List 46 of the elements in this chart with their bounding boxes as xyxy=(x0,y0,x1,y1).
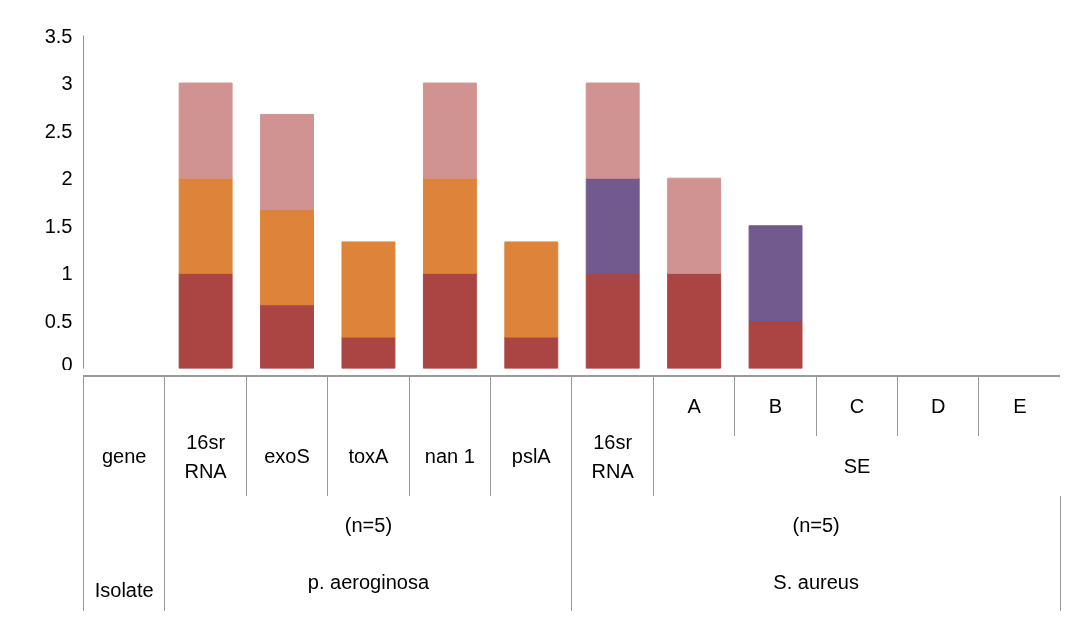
x-tick-label: B xyxy=(734,376,817,436)
text: Isolate xyxy=(83,496,165,611)
y-tick-label: 3 xyxy=(61,72,73,95)
text: p. aeroginosa xyxy=(307,570,430,593)
x-tick-label: 16sr RNA xyxy=(164,376,247,496)
text: S. aureus xyxy=(773,570,859,593)
bar xyxy=(585,82,640,179)
bar xyxy=(260,113,314,211)
bar xyxy=(504,241,559,338)
x-tick-label: pslA xyxy=(490,376,572,496)
y-tick-label: 3.5 xyxy=(44,24,73,47)
bar xyxy=(748,320,803,369)
text: SE xyxy=(653,436,1061,496)
x-tick-label: D xyxy=(897,376,979,436)
y-tick-label: 2.5 xyxy=(44,119,73,142)
y-tick-label: 0 xyxy=(61,352,73,375)
bar xyxy=(178,177,233,274)
y-tick-label: 2 xyxy=(61,167,73,190)
bar xyxy=(260,209,314,306)
y-tick-label: 1.5 xyxy=(44,214,73,237)
bar xyxy=(422,272,477,369)
bar xyxy=(667,272,722,369)
bar xyxy=(585,177,640,274)
x-tick-label: C xyxy=(816,376,898,436)
text: (n=5) xyxy=(792,513,840,536)
bar xyxy=(422,177,477,274)
bar xyxy=(422,82,477,179)
x-tick-label: nan 1 xyxy=(409,376,491,496)
y-tick-label: 0.5 xyxy=(44,309,73,332)
x-tick-label: gene xyxy=(83,376,165,496)
bar xyxy=(341,241,396,338)
bar xyxy=(178,272,233,369)
x-tick-label: E xyxy=(978,376,1061,436)
text: (n=5) xyxy=(344,513,393,536)
bar xyxy=(260,304,314,369)
bar xyxy=(341,336,396,369)
bar xyxy=(667,177,722,274)
x-tick-label: A xyxy=(653,376,735,436)
x-tick-label: exoS xyxy=(246,376,328,496)
bar xyxy=(585,272,640,369)
bar xyxy=(748,225,803,322)
x-tick-label: 16sr RNA xyxy=(571,376,654,496)
bar xyxy=(504,336,559,369)
x-tick-label: toxA xyxy=(327,376,410,496)
y-tick-label: 1 xyxy=(61,262,73,285)
bar xyxy=(178,82,233,179)
